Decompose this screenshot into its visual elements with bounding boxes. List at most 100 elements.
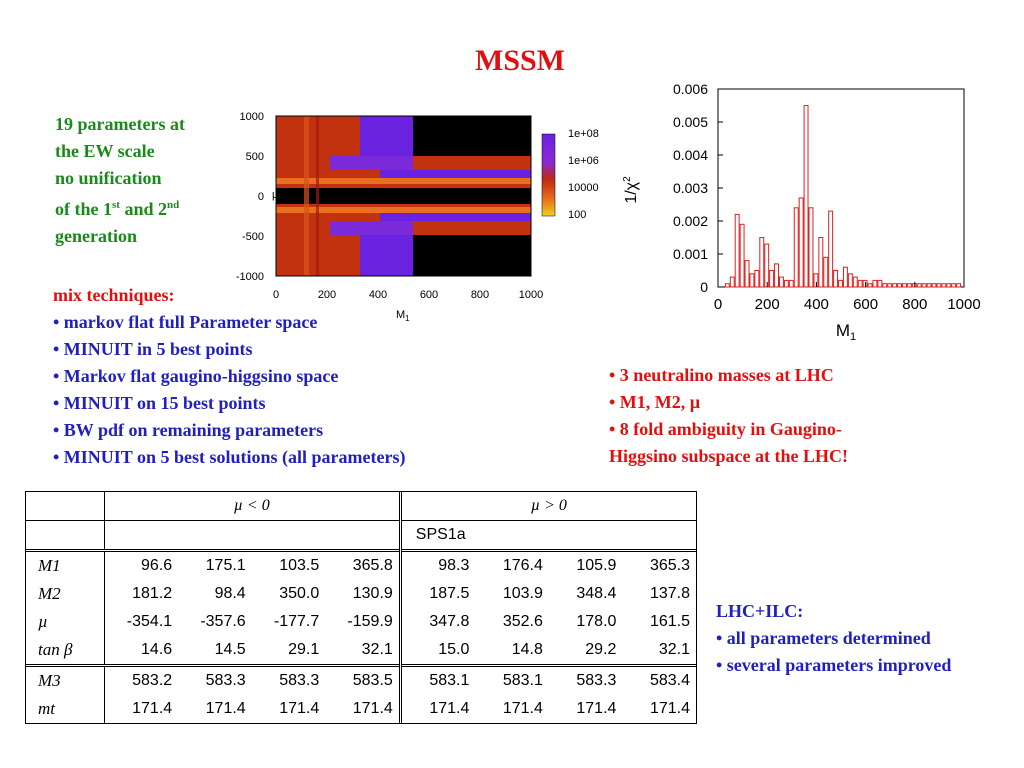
- lhc-ilc-heading: LHC+ILC:: [716, 601, 804, 621]
- scan-colorbar: [541, 133, 556, 217]
- slide-title: MSSM: [475, 44, 565, 77]
- colorbar-tick: 10000: [568, 182, 599, 194]
- mix-item: • MINUIT on 5 best solutions (all parame…: [53, 447, 406, 467]
- colorbar-ticks: 1e+08 1e+06 10000 100: [568, 128, 599, 221]
- table-cell: 583.4: [622, 664, 696, 695]
- table-cell: 29.1: [288, 641, 320, 658]
- scan-x-label: M1: [396, 309, 410, 323]
- hist-bar: [921, 283, 927, 288]
- hist-bar: [828, 210, 834, 288]
- mix-item: • BW pdf on remaining parameters: [53, 420, 324, 440]
- table-cell: 15.0: [438, 641, 470, 658]
- hist-bar: [769, 270, 775, 288]
- table-cell: -354.1: [126, 613, 173, 630]
- table-cell: -357.6: [200, 613, 246, 630]
- hist-bar: [877, 279, 883, 288]
- table-cell: 171.4: [576, 700, 617, 717]
- parameter-scan-plot: 1000 500 0 -500 -1000 µ 0 200 400 600 80…: [236, 111, 599, 323]
- hist-x-tick: 0: [714, 296, 722, 313]
- hist-bar: [774, 263, 780, 288]
- hist-bar: [931, 283, 937, 288]
- table-cell: 171.4: [649, 700, 690, 717]
- table-cell: 583.3: [548, 664, 623, 695]
- table-cell: 171.4: [429, 700, 470, 717]
- hist-bar: [734, 213, 740, 288]
- hist-bar: [956, 283, 962, 288]
- table-cell: 14.8: [511, 641, 543, 658]
- table-header-row: µ < 0 µ > 0: [26, 492, 696, 521]
- hist-bar: [749, 273, 755, 288]
- scan-y-tick: 500: [246, 151, 264, 163]
- hist-y-tick: 0.002: [673, 213, 708, 229]
- hist-bars: [724, 105, 962, 288]
- table-cell: -177.7: [273, 613, 320, 630]
- table-cell: 103.9: [502, 585, 543, 602]
- table-cell: 583.3: [251, 664, 326, 695]
- hist-bar: [798, 197, 804, 288]
- table-cell: 98.3: [400, 549, 476, 580]
- scan-y-ticks: 1000 500 0 -500 -1000: [236, 111, 264, 283]
- table-row: tan β 14.6 14.5 29.1 32.1 15.0 14.8 29.2 32.1: [26, 636, 696, 666]
- scan-y-label: µ: [272, 189, 279, 201]
- table-row: M1 96.6 175.1 103.5 365.8 98.3 176.4 105.9 365.3: [26, 549, 696, 580]
- scan-x-tick: 1000: [519, 289, 543, 301]
- table-cell: 178.0: [576, 613, 617, 630]
- table-cell: 347.8: [429, 613, 470, 630]
- table-cell: 181.2: [132, 585, 173, 602]
- table-cell: 96.6: [104, 549, 179, 580]
- hist-bar: [951, 283, 957, 288]
- table-cell: 14.5: [214, 641, 246, 658]
- hist-x-tick: 200: [755, 296, 780, 313]
- hist-frame: [717, 88, 965, 288]
- hist-y-label: 1/χ2: [622, 176, 640, 204]
- hist-y-tick: 0.003: [673, 180, 708, 196]
- table-cell: 176.4: [475, 549, 549, 580]
- lhc-ilc-notes: LHC+ILC: • all parameters determined • s…: [716, 598, 951, 679]
- table-cell: 583.5: [325, 664, 402, 695]
- hist-bar: [852, 276, 858, 288]
- scan-heatmap: [276, 116, 531, 276]
- hist-bar: [872, 279, 878, 288]
- intro-line: 19 parameters at: [55, 114, 185, 134]
- results-table: µ < 0 µ > 0 SPS1a M1 96.6 175.1 103.5 365.8 9…: [25, 491, 697, 724]
- header-mu-negative: µ < 0: [104, 492, 402, 521]
- neutralino-item: • 3 neutralino masses at LHC: [609, 365, 834, 385]
- table-cell: 365.3: [622, 549, 696, 580]
- table-cell: 130.9: [325, 580, 402, 608]
- colorbar-tick: 1e+06: [568, 155, 599, 167]
- hist-bar: [838, 279, 843, 288]
- hist-bar: [779, 276, 784, 288]
- hist-bar: [862, 279, 868, 288]
- lhc-ilc-item: • several parameters improved: [716, 655, 952, 675]
- table-cell: 32.1: [658, 641, 690, 658]
- hist-bar: [833, 270, 839, 288]
- table-cell: 175.1: [178, 549, 252, 580]
- table-row: mt 171.4 171.4 171.4 171.4 171.4 171.4 171.4 171…: [26, 695, 696, 723]
- hist-bar: [764, 243, 770, 288]
- sps-label: SPS1a: [400, 520, 696, 551]
- hist-bar: [739, 223, 745, 288]
- mix-techniques: mix techniques: • markov flat full Param…: [53, 282, 405, 471]
- scan-x-tick: 800: [471, 289, 489, 301]
- scan-x-tick: 0: [273, 289, 279, 301]
- hist-x-tick: 800: [902, 296, 927, 313]
- hist-x-tick: 400: [804, 296, 829, 313]
- hist-x-tick: 1000: [947, 296, 980, 313]
- neutralino-item: • 8 fold ambiguity in Gaugino-: [609, 419, 842, 439]
- table-cell: 583.2: [104, 664, 179, 695]
- hist-bar: [916, 283, 922, 288]
- table-cell: 105.9: [548, 549, 623, 580]
- table-cell: 187.5: [429, 585, 470, 602]
- lhc-ilc-item: • all parameters determined: [716, 628, 931, 648]
- table-cell: 171.4: [279, 700, 320, 717]
- neutralino-notes: • 3 neutralino masses at LHC • M1, M2, µ…: [609, 362, 848, 470]
- table-cell: 98.4: [214, 585, 246, 602]
- neutralino-item: Higgsino subspace at the LHC!: [609, 446, 849, 466]
- hist-bar: [892, 283, 898, 288]
- hist-bar: [729, 276, 735, 288]
- hist-y-tick: 0.005: [673, 114, 708, 130]
- hist-bar: [754, 270, 760, 288]
- hist-bar: [887, 283, 893, 288]
- row-label: mt: [26, 695, 105, 723]
- hist-bar: [803, 105, 809, 288]
